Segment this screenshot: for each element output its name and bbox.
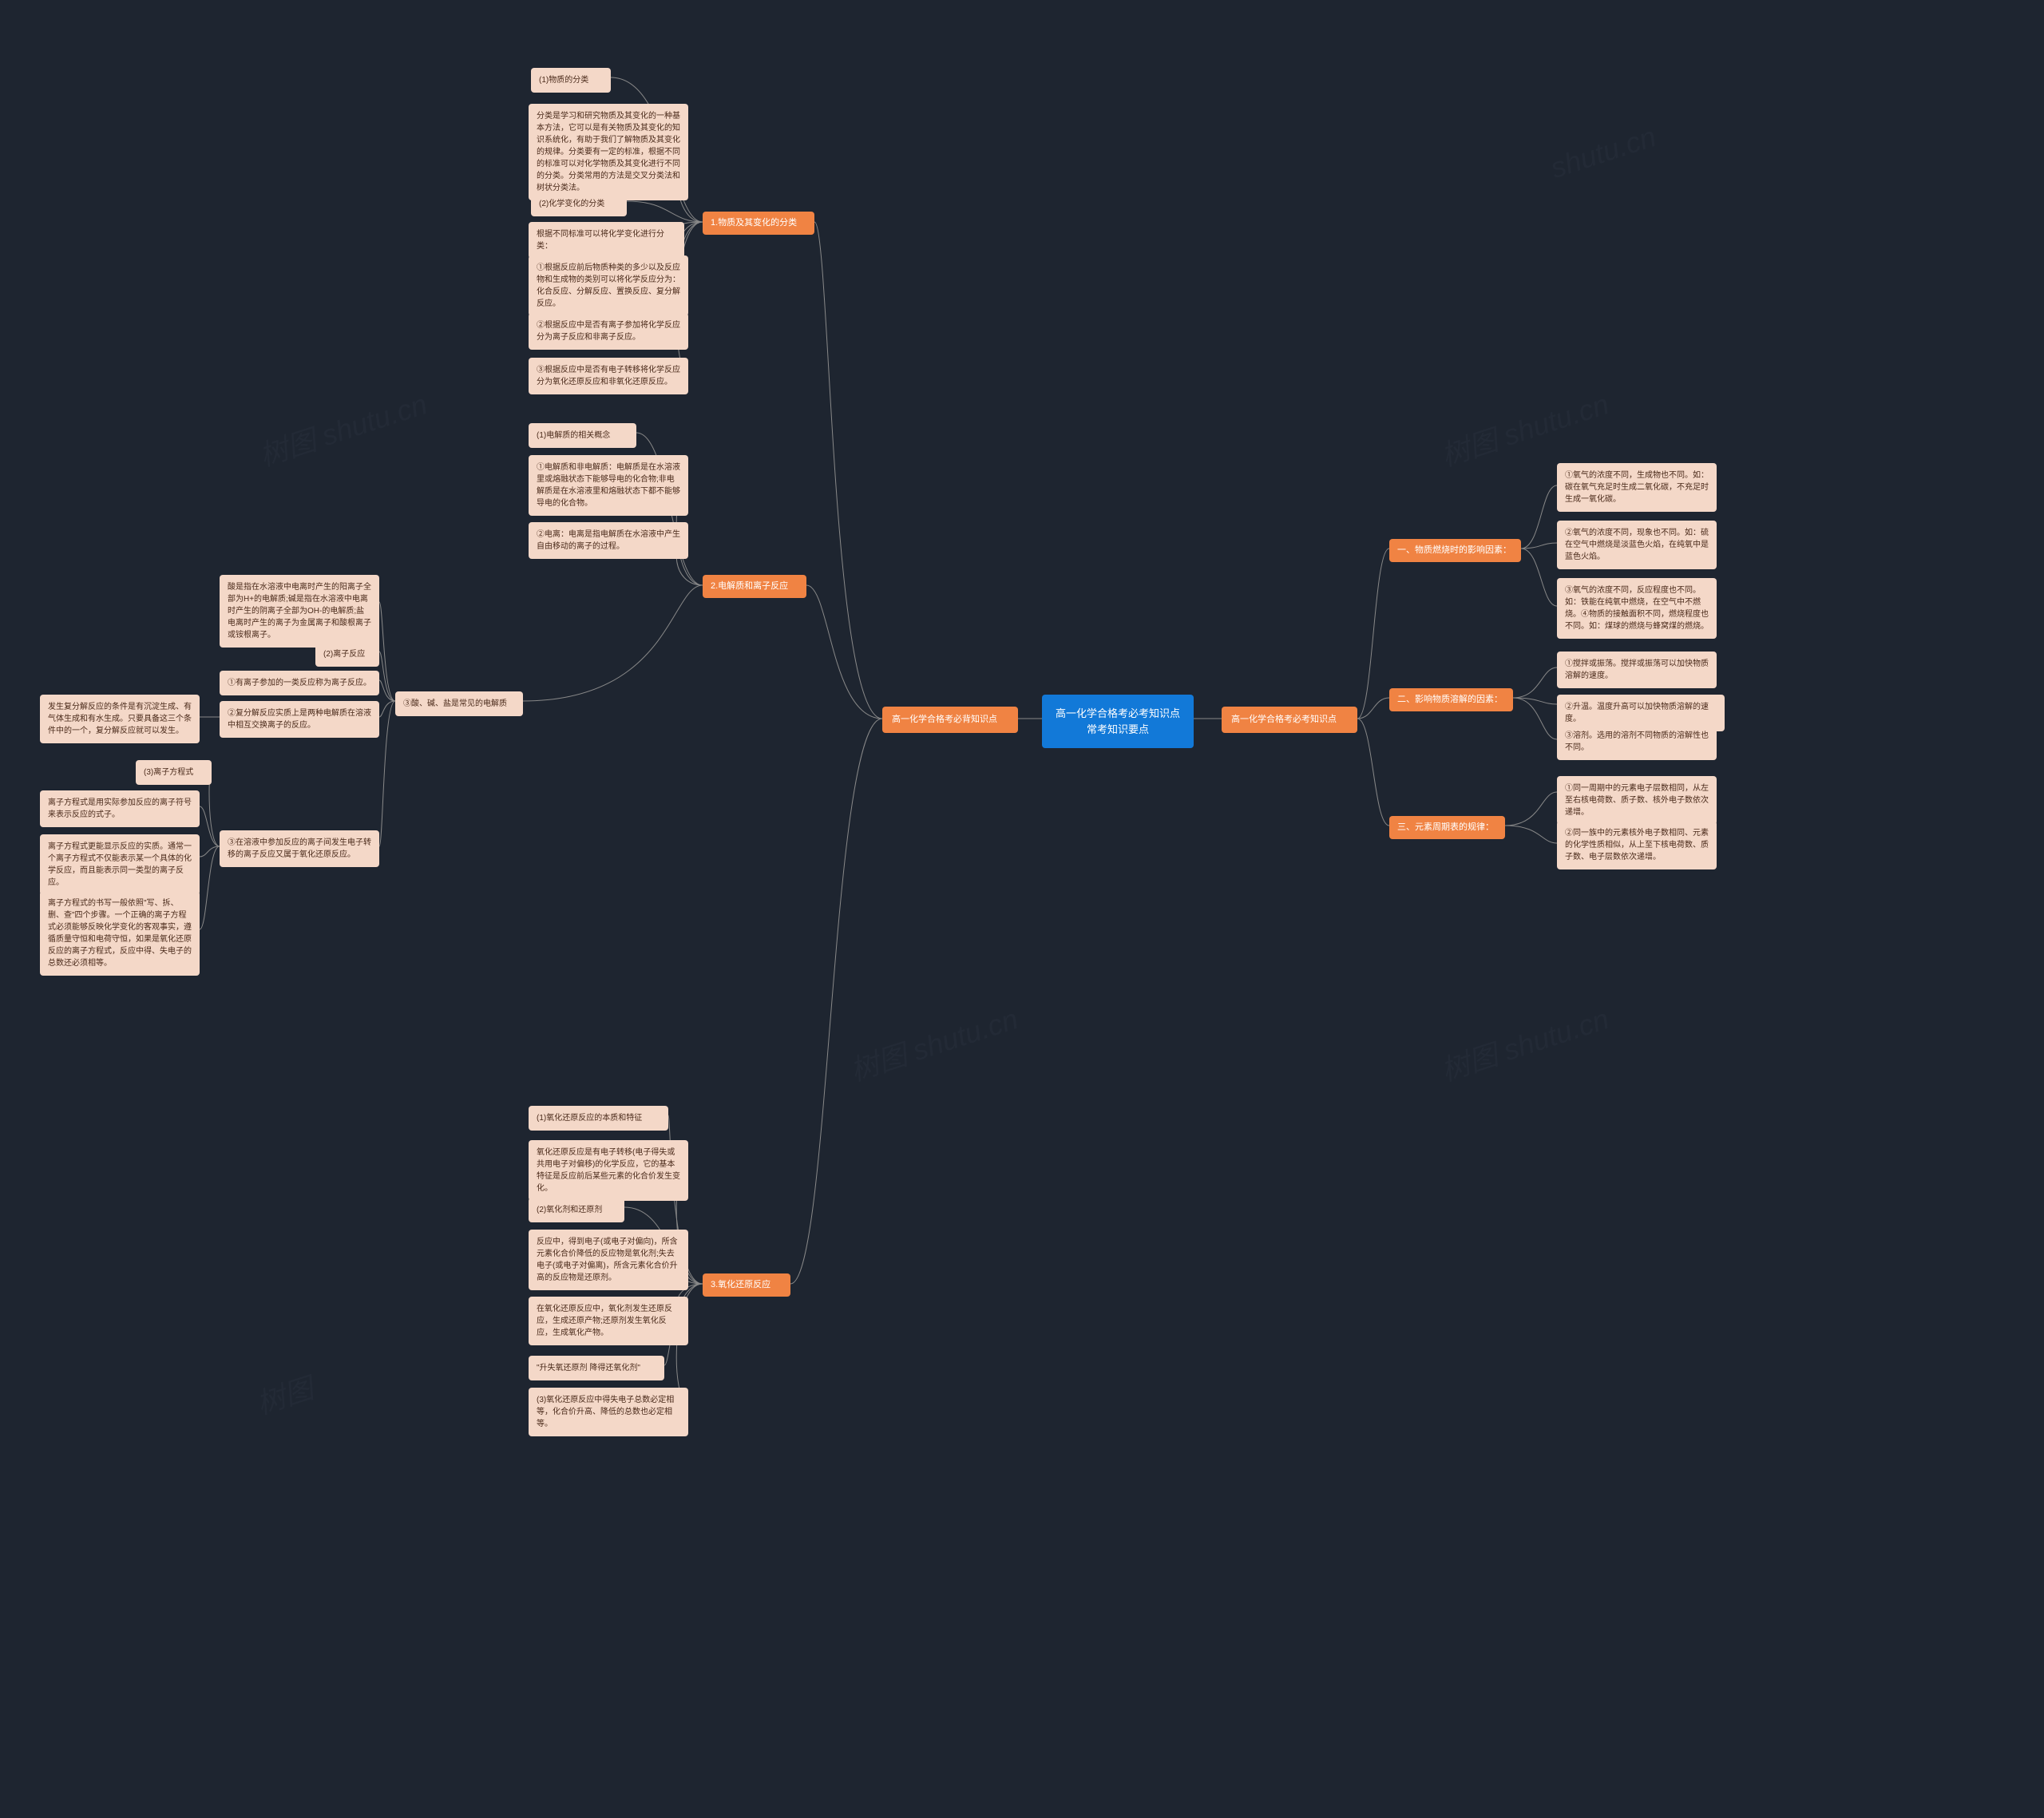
conn-r2-a [1513, 667, 1557, 698]
conn-r2-c [1513, 698, 1557, 739]
conn-r3-a [1505, 792, 1557, 826]
conn-r1-a [1521, 485, 1557, 549]
watermark: 树图 [251, 1365, 319, 1423]
s2d4-a[interactable]: 发生复分解反应的条件是有沉淀生成、有气体生成和有水生成。只要具备这三个条件中的一… [40, 695, 200, 743]
s3-c[interactable]: (2)氧化剂和还原剂 [529, 1198, 624, 1222]
s2-c[interactable]: ②电离：电离是指电解质在水溶液中产生自由移动的离子的过程。 [529, 522, 688, 559]
r2-c[interactable]: ③溶剂。选用的溶剂不同物质的溶解性也不同。 [1557, 723, 1717, 760]
conn-s2d5-d [200, 846, 220, 929]
right-branch[interactable]: 高一化学合格考必考知识点 [1222, 707, 1357, 733]
s2-a[interactable]: (1)电解质的相关概念 [529, 423, 636, 448]
watermark: 树图 shutu.cn [1435, 996, 1613, 1090]
conn-rb-r1 [1357, 549, 1389, 719]
conn-s2d-3 [379, 680, 395, 701]
s2d-3[interactable]: ①有离子参加的一类反应称为离子反应。 [220, 671, 379, 695]
s3-d[interactable]: 反应中，得到电子(或电子对偏向)，所含元素化合价降低的反应物是氧化剂;失去电子(… [529, 1230, 688, 1290]
s1-b[interactable]: 分类是学习和研究物质及其变化的一种基本方法，它可以是有关物质及其变化的知识系统化… [529, 104, 688, 200]
conn-lb-s1 [814, 222, 882, 719]
conn-s2d5-b [200, 806, 220, 846]
conn-r3-b [1505, 826, 1557, 843]
s2d-5[interactable]: ③在溶液中参加反应的离子间发生电子转移的离子反应又属于氧化还原反应。 [220, 830, 379, 867]
conn-r1-c [1521, 549, 1557, 606]
r1-a[interactable]: ①氧气的浓度不同，生成物也不同。如：碳在氧气充足时生成二氧化碳，不充足时生成一氧… [1557, 463, 1717, 512]
s1-a[interactable]: (1)物质的分类 [531, 68, 611, 93]
r2-a[interactable]: ①搅拌或振荡。搅拌或振荡可以加快物质溶解的速度。 [1557, 652, 1717, 688]
conn-lb-s2 [806, 585, 882, 719]
conn-rb-r3 [1357, 719, 1389, 826]
s3-a[interactable]: (1)氧化还原反应的本质和特征 [529, 1106, 668, 1131]
s1-c[interactable]: (2)化学变化的分类 [531, 192, 627, 216]
r3-b[interactable]: ②同一族中的元素核外电子数相同、元素的化学性质相似，从上至下核电荷数、质子数、电… [1557, 821, 1717, 869]
conn-rb-r2 [1357, 698, 1389, 719]
s1-f[interactable]: ②根据反应中是否有离子参加将化学反应分为离子反应和非离子反应。 [529, 313, 688, 350]
conn-lb-s3 [790, 719, 882, 1284]
conn-s1-c [627, 201, 703, 222]
conn-s2-d [523, 585, 703, 701]
conn-s2d5-c [200, 846, 220, 857]
s2d-1[interactable]: 酸是指在水溶液中电离时产生的阳离子全部为H+的电解质;碱是指在水溶液中电离时产生… [220, 575, 379, 648]
s2d-2[interactable]: (2)离子反应 [315, 642, 379, 667]
mindmap-canvas: 高一化学合格考必考知识点 常考知识要点 高一化学合格考必背知识点 高一化学合格考… [32, 32, 2012, 1786]
s2d5-c[interactable]: 离子方程式更能显示反应的实质。通常一个离子方程式不仅能表示某一个具体的化学反应，… [40, 834, 200, 895]
conn-s2d-4 [379, 701, 395, 717]
s3-b[interactable]: 氧化还原反应是有电子转移(电子得失或共用电子对偏移)的化学反应，它的基本特征是反… [529, 1140, 688, 1201]
watermark: 树图 shutu.cn [253, 382, 431, 475]
watermark: 树图 shutu.cn [844, 996, 1022, 1090]
s2d-4[interactable]: ②复分解反应实质上是两种电解质在溶液中相互交换离子的反应。 [220, 701, 379, 738]
r1-c[interactable]: ③氧气的浓度不同，反应程度也不同。如：铁能在纯氧中燃烧，在空气中不燃烧。④物质的… [1557, 578, 1717, 639]
section-2[interactable]: 2.电解质和离子反应 [703, 575, 806, 598]
s2-d[interactable]: ③酸、碱、盐是常见的电解质 [395, 691, 523, 716]
section-1[interactable]: 1.物质及其变化的分类 [703, 212, 814, 235]
s1-g[interactable]: ③根据反应中是否有电子转移将化学反应分为氧化还原反应和非氧化还原反应。 [529, 358, 688, 394]
s2d5-d[interactable]: 离子方程式的书写一般依照"写、拆、删、查"四个步骤。一个正确的离子方程式必须能够… [40, 891, 200, 976]
s2d5-b[interactable]: 离子方程式是用实际参加反应的离子符号来表示反应的式子。 [40, 790, 200, 827]
s3-e[interactable]: 在氧化还原反应中，氧化剂发生还原反应，生成还原产物;还原剂发生氧化反应，生成氧化… [529, 1297, 688, 1345]
watermark: 树图 shutu.cn [1435, 382, 1613, 475]
connector-layer [32, 32, 2012, 1786]
r3-a[interactable]: ①同一周期中的元素电子层数相同，从左至右核电荷数、质子数、核外电子数依次递增。 [1557, 776, 1717, 825]
s2d5-a[interactable]: (3)离子方程式 [136, 760, 212, 785]
conn-s2d-1 [379, 602, 395, 701]
root-node[interactable]: 高一化学合格考必考知识点 常考知识要点 [1042, 695, 1194, 748]
left-branch[interactable]: 高一化学合格考必背知识点 [882, 707, 1018, 733]
watermark: shutu.cn [1547, 120, 1660, 185]
s1-e[interactable]: ①根据反应前后物质种类的多少以及反应物和生成物的类别可以将化学反应分为：化合反应… [529, 255, 688, 316]
section-3[interactable]: 3.氧化还原反应 [703, 1273, 790, 1297]
r1-b[interactable]: ②氧气的浓度不同，现象也不同。如：硫在空气中燃烧是淡蓝色火焰，在纯氧中是蓝色火焰… [1557, 521, 1717, 569]
s2-b[interactable]: ①电解质和非电解质：电解质是在水溶液里或熔融状态下能够导电的化合物;非电解质是在… [529, 455, 688, 516]
r-section-1[interactable]: 一、物质燃烧时的影响因素： [1389, 539, 1521, 562]
conn-s2d-2 [379, 652, 395, 701]
s1-d[interactable]: 根据不同标准可以将化学变化进行分类： [529, 222, 684, 259]
s3-g[interactable]: (3)氧化还原反应中得失电子总数必定相等，化合价升高、降低的总数也必定相等。 [529, 1388, 688, 1436]
conn-r1-b [1521, 543, 1557, 549]
r-section-2[interactable]: 二、影响物质溶解的因素： [1389, 688, 1513, 711]
conn-r2-b [1513, 698, 1557, 704]
conn-s2d-5 [379, 701, 395, 846]
s3-f[interactable]: "升失氧还原剂 降得还氧化剂" [529, 1356, 664, 1380]
r-section-3[interactable]: 三、元素周期表的规律： [1389, 816, 1505, 839]
